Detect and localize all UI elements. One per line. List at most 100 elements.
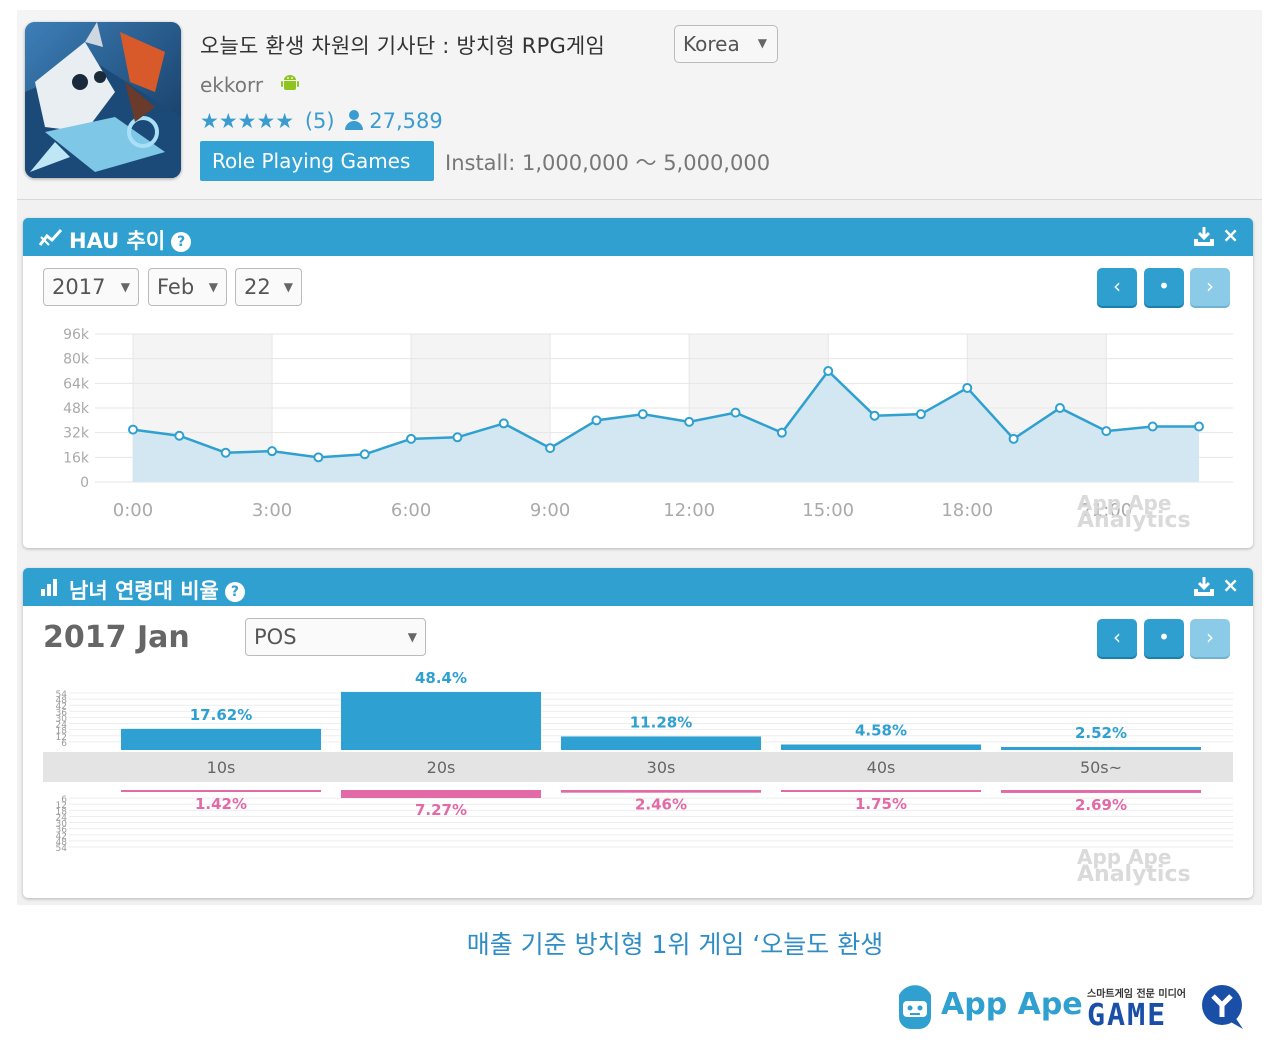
month-select[interactable]: Feb ▼	[148, 268, 227, 306]
hau-panel-title: HAU 추이	[69, 229, 166, 253]
app-ape-watermark: App Ape Analytics	[1077, 493, 1191, 533]
caption: 매출 기준 방치형 1위 게임 ‘오늘도 환생	[466, 930, 884, 959]
demographics-panel-header: 남녀 연령대 비율? ×	[23, 568, 1253, 606]
hau-point	[915, 409, 926, 420]
hau-panel: HAU 추이? × 2017 ▼ Feb ▼ 22 ▼ ‹ • › 96k 80k 64k…	[23, 218, 1253, 548]
next-button[interactable]: ›	[1190, 619, 1230, 657]
year-select[interactable]: 2017 ▼	[43, 268, 139, 306]
female-bar	[561, 790, 761, 793]
hau-area	[133, 371, 1199, 482]
rating-row: ★★★★★ (5) 27,589	[200, 109, 447, 133]
category-label: 10s	[207, 758, 236, 777]
hau-chart: 96k 80k 64k 48k 32k 16k 0 0:00 3:00 6:00 9:00 12:00…	[63, 327, 1233, 521]
hau-point	[406, 433, 417, 444]
y-tick-label: 6	[61, 795, 67, 805]
developer-name[interactable]: ekkorr	[200, 73, 264, 97]
user-icon	[345, 110, 364, 130]
male-data-label: 17.62%	[190, 706, 252, 724]
close-icon[interactable]: ×	[1222, 223, 1239, 247]
y-tick-label: 36	[56, 708, 68, 718]
male-data-label: 11.28%	[630, 713, 692, 731]
female-data-label: 2.46%	[635, 796, 687, 814]
download-icon[interactable]	[1193, 226, 1215, 248]
today-button[interactable]: •	[1144, 268, 1184, 306]
male-bar	[781, 744, 981, 750]
prev-button[interactable]: ‹	[1097, 619, 1137, 657]
day-select[interactable]: 22 ▼	[235, 268, 302, 306]
y-tick-label: 36	[56, 826, 68, 836]
hau-point	[1101, 426, 1112, 437]
hau-point	[313, 452, 324, 463]
female-bar	[341, 790, 541, 798]
os-select[interactable]: POS ▼	[245, 618, 426, 656]
app-ape-watermark: App Ape Analytics	[1077, 847, 1191, 887]
male-bar	[1001, 746, 1201, 750]
chevron-down-icon: ▼	[407, 630, 417, 644]
x-tick-label: 12:00	[663, 500, 715, 521]
appape-wordmark: App Ape	[941, 987, 1083, 1022]
y-tick-label: 24	[56, 721, 68, 731]
hau-point	[823, 366, 834, 376]
next-button[interactable]: ›	[1190, 268, 1230, 306]
y-tick-label: 0	[80, 475, 89, 491]
hau-point	[1147, 421, 1158, 432]
hau-point	[545, 443, 556, 454]
female-bar	[121, 790, 321, 792]
today-button[interactable]: •	[1144, 619, 1184, 657]
hau-point	[128, 424, 138, 435]
app-icon	[25, 22, 181, 178]
hau-point	[1054, 403, 1065, 413]
trend-line-icon	[39, 228, 63, 246]
chevron-down-icon: ▼	[283, 280, 293, 294]
category-badge[interactable]: Role Playing Games	[200, 141, 434, 181]
app-header: 오늘도 환생 차원의 기사단 : 방치형 RPG게임 Korea ▼ ekkor…	[17, 10, 1262, 200]
hau-point	[267, 446, 278, 457]
user-count: 27,589	[369, 109, 443, 133]
appape-mascot-icon	[899, 985, 931, 1029]
y-tick-label: 12	[56, 801, 67, 811]
female-bar	[781, 790, 981, 792]
prev-button[interactable]: ‹	[1097, 268, 1137, 306]
game-media-logo: 스마트게임 전문 미디어 GAME	[1087, 985, 1243, 1033]
x-tick-label: 21:00	[1080, 500, 1132, 521]
hau-point	[1194, 421, 1204, 432]
hau-panel-body: 2017 ▼ Feb ▼ 22 ▼ ‹ • › 96k 80k 64k 48k 32k 16k 0…	[23, 256, 1253, 548]
review-count: (5)	[304, 109, 335, 133]
download-icon[interactable]	[1193, 576, 1215, 598]
watermark-line-2: Analytics	[1077, 862, 1191, 887]
hau-point	[359, 449, 370, 460]
hau-point	[220, 447, 231, 458]
help-icon[interactable]: ?	[171, 232, 192, 252]
y-tick-label: 42	[56, 702, 67, 712]
day-value: 22	[244, 275, 271, 299]
y-tick-label: 80k	[63, 352, 90, 368]
y-tick-label: 32k	[63, 426, 90, 442]
category-label: 30s	[647, 758, 676, 777]
install-range: Install: 1,000,000 ～ 5,000,000	[445, 151, 771, 175]
male-data-label: 2.52%	[1075, 724, 1127, 742]
y-tick-label: 30	[56, 820, 68, 830]
chevron-down-icon: ▼	[208, 280, 218, 294]
male-bar	[341, 691, 541, 750]
y-tick-label: 16k	[63, 450, 90, 466]
y-tick-label: 64k	[63, 376, 90, 392]
female-data-label: 1.75%	[855, 795, 907, 813]
star-rating: ★★★★★	[200, 109, 295, 133]
watermark-line-2: Analytics	[1077, 508, 1191, 533]
country-select[interactable]: Korea ▼	[674, 25, 778, 63]
hau-point	[962, 382, 973, 393]
y-tick-label: 96k	[63, 327, 90, 343]
male-data-label: 4.58%	[855, 722, 907, 740]
female-data-label: 1.42%	[195, 795, 247, 813]
close-icon[interactable]: ×	[1222, 573, 1239, 597]
y-tick-label: 54	[56, 690, 68, 700]
chevron-down-icon: ▼	[120, 280, 130, 294]
help-icon[interactable]: ?	[224, 582, 245, 602]
x-tick-label: 0:00	[113, 500, 153, 521]
hau-point	[452, 432, 463, 443]
demographics-panel-body: 2017 Jan POS ▼ ‹ • › 54 54 48 48 42 42 36 36 30 30…	[23, 606, 1253, 898]
category-band	[43, 752, 1233, 782]
demographics-chart: 545448484242363630302424181812126610s17.…	[43, 669, 1233, 854]
hau-point	[1008, 433, 1019, 444]
x-tick-label: 6:00	[391, 500, 431, 521]
